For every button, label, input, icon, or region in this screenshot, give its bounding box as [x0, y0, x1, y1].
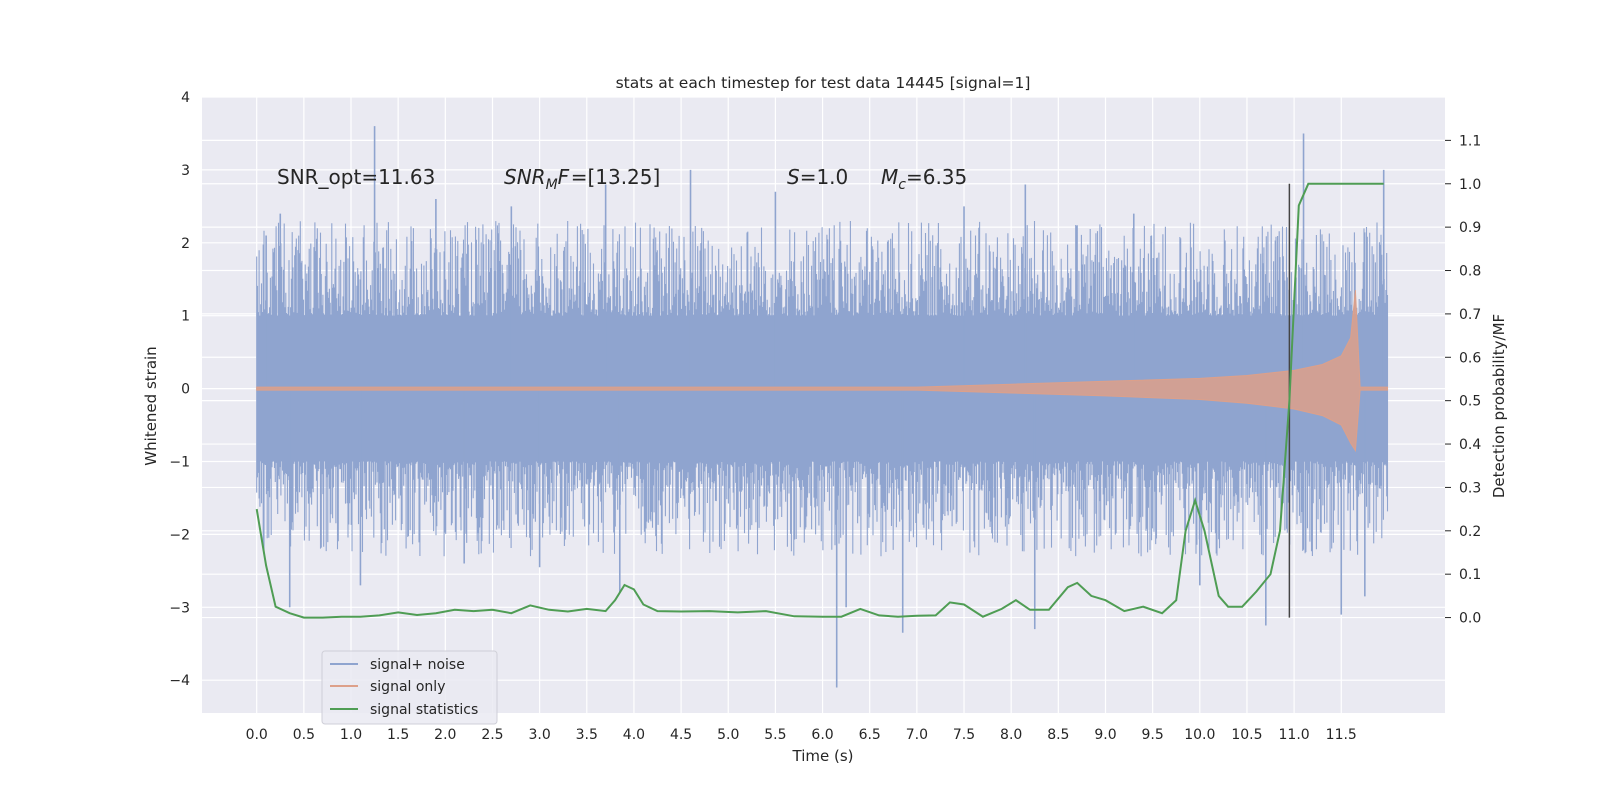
signal-statistics-series [255, 182, 1384, 619]
y2-tick-label: 0.7 [1459, 307, 1481, 323]
y-tick-label: −1 [169, 454, 190, 470]
x-tick-label: 9.5 [1142, 727, 1164, 743]
snr-mf-annotation: SNRMF [504, 165, 570, 193]
signal-only-series [256, 290, 1388, 453]
y2-axis-label: Detection probability/MF [1490, 314, 1508, 498]
x-tick-label: 3.0 [528, 727, 550, 743]
snr-opt-annotation: SNR_opt=11.63 [277, 165, 435, 189]
snr-mf-value: =[13.25] [571, 165, 661, 189]
mc-var: M [881, 165, 898, 189]
y2-tick-label: 1.0 [1459, 177, 1481, 193]
legend-label-signal-noise: signal+ noise [370, 657, 465, 673]
y-tick-label: −2 [169, 527, 190, 543]
y2-tick-label: 0.4 [1459, 437, 1481, 453]
x-tick-label: 7.0 [906, 727, 928, 743]
y-tick-label: 1 [181, 309, 190, 325]
snr-mf-sub: M [546, 177, 558, 193]
y-tick-label: −3 [169, 600, 190, 616]
legend-label-signal-statistics: signal statistics [370, 702, 478, 718]
x-tick-label: 3.5 [576, 727, 598, 743]
x-tick-label: 6.0 [811, 727, 833, 743]
y2-tick-label: 0.3 [1459, 480, 1481, 496]
x-tick-label: 9.0 [1094, 727, 1116, 743]
chart-title: stats at each timestep for test data 144… [616, 74, 1031, 92]
y-tick-label: 3 [181, 163, 190, 179]
y-tick-label: 4 [181, 90, 190, 106]
x-tick-label: 7.5 [953, 727, 975, 743]
signal-statistics-line [255, 182, 1384, 619]
y2-tick-label: 0.5 [1459, 394, 1481, 410]
y2-tick-label: 0.2 [1459, 524, 1481, 540]
mc-annotation: Mc=6.35 [881, 165, 967, 193]
s-var: S [787, 165, 800, 189]
x-tick-label: 5.5 [764, 727, 786, 743]
x-tick-label: 0.0 [246, 727, 268, 743]
y-tick-label: 2 [181, 236, 190, 252]
x-tick-label: 1.0 [340, 727, 362, 743]
mc-value: =6.35 [906, 165, 967, 189]
y2-tick-label: 0.6 [1459, 350, 1481, 366]
y2-tick-label: 0.1 [1459, 567, 1481, 583]
x-tick-label: 8.0 [1000, 727, 1022, 743]
x-tick-label: 10.0 [1184, 727, 1215, 743]
mc-sub: c [898, 177, 906, 193]
legend: signal+ noise signal only signal statist… [321, 650, 498, 725]
x-tick-label: 11.5 [1326, 727, 1357, 743]
x-tick-label: 5.0 [717, 727, 739, 743]
y2-tick-label: 0.8 [1459, 264, 1481, 280]
y2-tick-label: 1.1 [1459, 133, 1481, 149]
x-tick-label: 1.5 [387, 727, 409, 743]
s-annotation: S=1.0 [787, 165, 848, 189]
x-tick-label: 2.0 [434, 727, 456, 743]
x-tick-label: 2.5 [481, 727, 503, 743]
signal-only-envelope [256, 290, 1388, 453]
x-tick-label: 0.5 [293, 727, 315, 743]
x-axis-label: Time (s) [792, 747, 854, 765]
tick-labels: 0.0 0.5 1.0 1.5 2.0 2.5 3.0 3.5 4.0 4.5 5.0 5.5 6.0 6… [169, 90, 1481, 743]
snr-mf-main: SNR [504, 165, 546, 189]
x-tick-label: 10.5 [1231, 727, 1262, 743]
legend-label-signal-only: signal only [370, 679, 445, 695]
x-tick-label: 11.0 [1279, 727, 1310, 743]
x-tick-label: 8.5 [1047, 727, 1069, 743]
y-tick-label: 0 [181, 382, 190, 398]
y-tick-label: −4 [169, 673, 190, 689]
s-value: =1.0 [800, 165, 849, 189]
x-tick-label: 4.5 [670, 727, 692, 743]
y2-tick-label: 0.0 [1459, 611, 1481, 627]
x-tick-label: 6.5 [859, 727, 881, 743]
y-axis-label: Whitened strain [142, 346, 160, 465]
x-tick-label: 4.0 [623, 727, 645, 743]
snr-mf-f: F [558, 165, 570, 189]
y2-tick-label: 0.9 [1459, 220, 1481, 236]
legend-box [321, 650, 498, 725]
